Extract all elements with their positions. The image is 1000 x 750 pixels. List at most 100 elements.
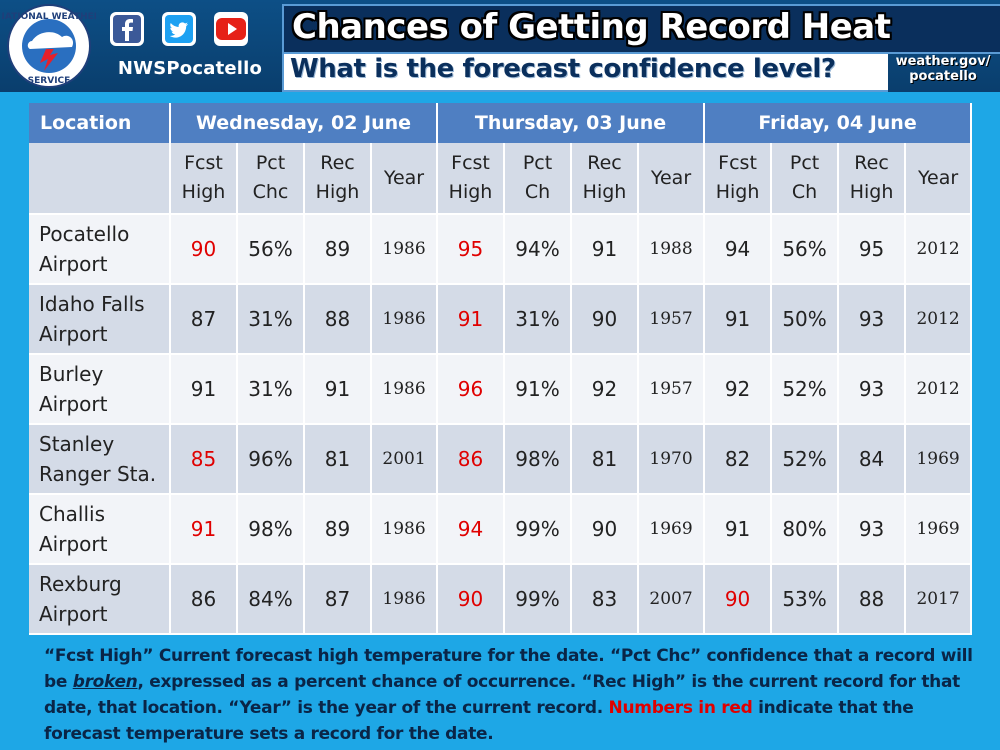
column-header: Year <box>371 143 439 215</box>
record-high-cell: 90 <box>571 494 640 565</box>
location-name-line: Airport <box>39 532 108 556</box>
forecast-high-cell: 91 <box>704 494 773 565</box>
website-link[interactable]: weather.gov/ pocatello <box>888 54 998 84</box>
column-header-word: Pct <box>255 152 286 174</box>
percent-chance-cell: 31% <box>504 284 573 355</box>
record-year-cell: 1957 <box>638 284 706 355</box>
forecast-high-cell: 95 <box>437 214 506 285</box>
record-high-cell: 91 <box>571 214 640 285</box>
social-links: NWSPocatello <box>100 2 278 88</box>
facebook-icon[interactable] <box>110 12 144 46</box>
forecast-high-cell: 92 <box>704 354 773 425</box>
page-subtitle: What is the forecast confidence level? <box>290 54 836 84</box>
location-cell: Pocatello Airport <box>29 214 171 285</box>
column-header: Fcst High <box>704 143 773 215</box>
location-name-line: Airport <box>39 322 108 346</box>
column-header-word: High <box>181 181 226 203</box>
forecast-high-cell: 90 <box>170 214 238 285</box>
location-name-line: Airport <box>39 392 108 416</box>
column-header: Year <box>905 143 973 215</box>
forecast-high-cell: 87 <box>170 284 238 355</box>
table-row: Idaho Falls Airport 87 31% 88 1986 91 31% 90 1957… <box>29 284 973 355</box>
percent-chance-cell: 56% <box>771 214 840 285</box>
forecast-high-cell: 82 <box>704 424 773 495</box>
record-year-cell: 2012 <box>905 214 973 285</box>
column-header-word: Fcst <box>718 152 757 174</box>
forecast-high-cell: 86 <box>170 564 238 635</box>
record-high-cell: 88 <box>838 564 907 635</box>
website-line-1: weather.gov/ <box>895 54 991 69</box>
percent-chance-cell: 94% <box>504 214 573 285</box>
table-row: Challis Airport 91 98% 89 1986 94 99% 90 1969 91 80… <box>29 494 973 565</box>
record-high-cell: 87 <box>304 564 372 635</box>
record-year-cell: 1969 <box>638 494 706 565</box>
location-name-line: Idaho Falls <box>39 292 145 316</box>
column-header: Pct Chc <box>237 143 305 215</box>
record-year-cell: 2001 <box>371 424 439 495</box>
nws-logo-icon: NATIONAL WEATHER SERVICE <box>0 3 101 89</box>
column-header: Rec High <box>571 143 640 215</box>
column-header: Pct Ch <box>504 143 573 215</box>
column-header: Year <box>638 143 706 215</box>
percent-chance-cell: 96% <box>237 424 305 495</box>
location-name-line: Stanley <box>39 432 115 456</box>
day-header: Wednesday, 02 June <box>170 103 439 143</box>
subtitle-bar: What is the forecast confidence level? <box>282 52 888 92</box>
header-banner: NATIONAL WEATHER SERVICE NWSPocatello Ch… <box>0 0 1000 92</box>
column-header-word: High <box>448 181 493 203</box>
percent-chance-cell: 52% <box>771 424 840 495</box>
day-header: Friday, 04 June <box>704 103 973 143</box>
record-year-cell: 1986 <box>371 494 439 565</box>
column-header-word: Fcst <box>451 152 490 174</box>
forecast-high-cell: 85 <box>170 424 238 495</box>
record-year-cell: 2012 <box>905 354 973 425</box>
twitter-handle[interactable]: NWSPocatello <box>117 58 263 79</box>
percent-chance-cell: 91% <box>504 354 573 425</box>
record-year-cell: 2012 <box>905 284 973 355</box>
location-cell: Challis Airport <box>29 494 171 565</box>
forecast-high-cell: 90 <box>704 564 773 635</box>
record-high-cell: 81 <box>571 424 640 495</box>
svg-text:NATIONAL WEATHER: NATIONAL WEATHER <box>2 12 96 22</box>
percent-chance-cell: 31% <box>237 354 305 425</box>
column-header-row: Fcst High Pct Chc Rec High Year Fcst High Pct Ch Re… <box>29 143 973 215</box>
forecast-high-cell: 90 <box>437 564 506 635</box>
record-high-cell: 93 <box>838 494 907 565</box>
table-row: Pocatello Airport 90 56% 89 1986 95 94% 91 1988 94… <box>29 214 973 285</box>
column-header-word: High <box>715 181 760 203</box>
percent-chance-cell: 98% <box>504 424 573 495</box>
twitter-icon[interactable] <box>162 12 196 46</box>
column-header-word: High <box>315 181 360 203</box>
record-year-cell: 1986 <box>371 354 439 425</box>
location-cell: Idaho Falls Airport <box>29 284 171 355</box>
location-name-line: Airport <box>39 252 108 276</box>
column-header: Rec High <box>838 143 907 215</box>
table-row: Rexburg Airport 86 84% 87 1986 90 99% 83 2007 90 53… <box>29 564 973 635</box>
percent-chance-cell: 31% <box>237 284 305 355</box>
record-year-cell: 1969 <box>905 494 973 565</box>
forecast-high-cell: 91 <box>170 494 238 565</box>
record-high-cell: 89 <box>304 214 372 285</box>
record-high-cell: 89 <box>304 494 372 565</box>
table-row: Stanley Ranger Sta. 85 96% 81 2001 86 98% 81 1970… <box>29 424 973 495</box>
percent-chance-cell: 99% <box>504 494 573 565</box>
location-name-line: Burley <box>39 362 104 386</box>
forecast-high-cell: 94 <box>704 214 773 285</box>
column-header-word: Chc <box>252 181 289 203</box>
location-cell: Stanley Ranger Sta. <box>29 424 171 495</box>
forecast-high-cell: 86 <box>437 424 506 495</box>
title-bar: Chances of Getting Record Heat <box>282 4 1000 54</box>
forecast-high-cell: 96 <box>437 354 506 425</box>
forecast-high-cell: 91 <box>437 284 506 355</box>
record-high-cell: 81 <box>304 424 372 495</box>
percent-chance-cell: 50% <box>771 284 840 355</box>
percent-chance-cell: 53% <box>771 564 840 635</box>
column-header: Fcst High <box>170 143 238 215</box>
column-header-word: Ch <box>524 181 551 203</box>
youtube-icon[interactable] <box>214 12 248 46</box>
record-heat-table: Location Wednesday, 02 June Thursday, 03… <box>29 103 973 635</box>
location-name-line: Airport <box>39 602 108 626</box>
column-header-word: Pct <box>522 152 553 174</box>
record-high-cell: 88 <box>304 284 372 355</box>
record-high-cell: 93 <box>838 284 907 355</box>
